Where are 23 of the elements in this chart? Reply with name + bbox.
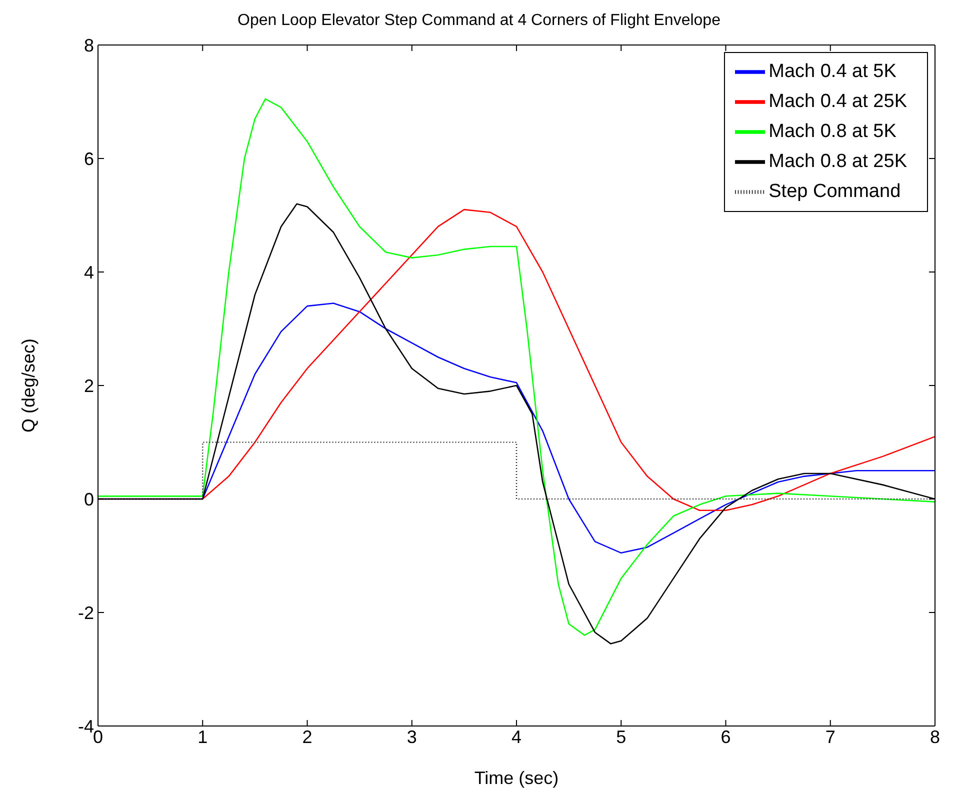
x-tick-label: 6 bbox=[720, 726, 731, 747]
y-tick-label: -4 bbox=[78, 716, 94, 736]
y-tick-label: 8 bbox=[84, 35, 94, 56]
x-tick-label: 3 bbox=[406, 726, 417, 747]
x-tick-label: 2 bbox=[302, 726, 312, 747]
x-axis-title: Time (sec) bbox=[474, 768, 559, 788]
y-tick-label: -2 bbox=[78, 602, 94, 623]
legend-label: Mach 0.4 at 5K bbox=[768, 61, 896, 82]
y-tick-label: 2 bbox=[84, 376, 94, 396]
x-tick-label: 7 bbox=[825, 726, 836, 747]
x-tick-label: 5 bbox=[616, 726, 626, 747]
chart-title: Open Loop Elevator Step Command at 4 Corners of Flight Envelope bbox=[236, 12, 722, 30]
y-axis-title: Q (deg/sec) bbox=[18, 338, 38, 433]
legend-label: Mach 0.8 at 5K bbox=[768, 121, 896, 142]
y-tick-label: 0 bbox=[84, 489, 94, 510]
y-tick-label: 4 bbox=[84, 262, 94, 282]
legend-label: Step Command bbox=[768, 181, 901, 202]
x-tick-label: 1 bbox=[198, 726, 208, 747]
legend-label: Mach 0.8 at 25K bbox=[768, 151, 907, 172]
legend-label: Mach 0.4 at 25K bbox=[768, 91, 907, 112]
x-tick-label: 4 bbox=[511, 726, 522, 747]
y-tick-label: 6 bbox=[84, 148, 94, 169]
x-tick-label: 8 bbox=[930, 726, 940, 747]
